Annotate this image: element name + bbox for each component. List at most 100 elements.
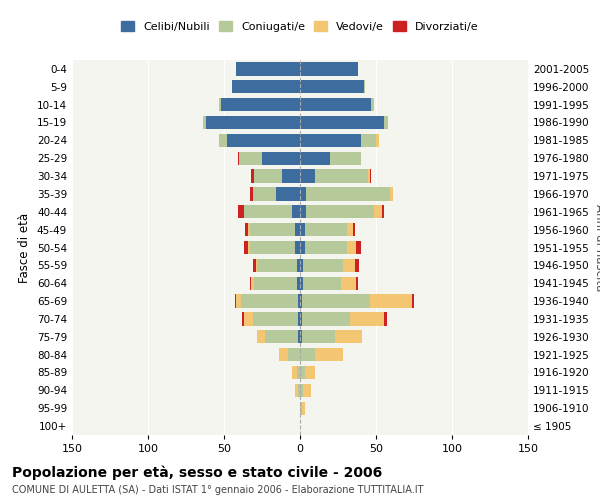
Bar (300, 116, 383, 129)
Bar (305, 366, 315, 379)
Bar (300, 80, 364, 94)
Bar (389, 187, 393, 200)
Bar (355, 258, 359, 272)
Bar (275, 187, 300, 200)
Bar (295, 241, 300, 254)
Bar (302, 312, 350, 326)
Bar (368, 170, 370, 183)
Bar (206, 116, 300, 129)
Bar (305, 223, 347, 236)
Bar (315, 170, 368, 183)
Bar (238, 205, 244, 218)
Bar (292, 366, 297, 379)
Bar (371, 98, 374, 112)
Bar (250, 276, 251, 290)
Bar (376, 134, 379, 147)
Bar (300, 187, 306, 200)
Bar (248, 241, 250, 254)
Bar (315, 348, 343, 362)
Bar (300, 170, 315, 183)
Bar (253, 312, 298, 326)
Bar (364, 80, 365, 94)
Bar (356, 276, 358, 290)
Bar (242, 312, 244, 326)
Y-axis label: Anni di nascita: Anni di nascita (593, 204, 600, 291)
Legend: Celibi/Nubili, Coniugati/e, Vedovi/e, Divorziati/e: Celibi/Nubili, Coniugati/e, Vedovi/e, Di… (117, 17, 483, 36)
Bar (265, 330, 298, 344)
Bar (236, 294, 241, 308)
Bar (297, 258, 300, 272)
Bar (300, 276, 303, 290)
Bar (382, 205, 383, 218)
Bar (300, 384, 303, 397)
Bar (295, 223, 300, 236)
Bar (251, 276, 254, 290)
Bar (412, 294, 414, 308)
Bar (300, 312, 302, 326)
Bar (306, 187, 389, 200)
Bar (248, 223, 250, 236)
Bar (220, 98, 221, 112)
Bar (331, 152, 361, 165)
Bar (244, 312, 253, 326)
Bar (300, 330, 302, 344)
Bar (251, 170, 254, 183)
Bar (361, 134, 376, 147)
Bar (335, 330, 362, 344)
Bar (245, 223, 248, 236)
Bar (238, 152, 239, 165)
Bar (298, 312, 300, 326)
Bar (302, 294, 370, 308)
Bar (236, 62, 300, 76)
Bar (254, 170, 282, 183)
Bar (298, 294, 300, 308)
Bar (302, 402, 305, 415)
Bar (257, 258, 297, 272)
Text: Popolazione per età, sesso e stato civile - 2006: Popolazione per età, sesso e stato civil… (12, 465, 382, 479)
Text: COMUNE DI AULETTA (SA) - Dati ISTAT 1° gennaio 2006 - Elaborazione TUTTITALIA.IT: COMUNE DI AULETTA (SA) - Dati ISTAT 1° g… (12, 485, 424, 495)
Bar (341, 276, 356, 290)
Bar (262, 152, 300, 165)
Bar (303, 276, 341, 290)
Bar (353, 223, 355, 236)
Bar (300, 402, 302, 415)
Bar (300, 348, 315, 362)
Bar (244, 205, 292, 218)
Bar (279, 348, 288, 362)
Bar (343, 258, 355, 272)
Bar (370, 294, 412, 308)
Bar (383, 116, 388, 129)
Bar (295, 384, 298, 397)
Bar (356, 241, 361, 254)
Bar (300, 62, 358, 76)
Bar (282, 170, 300, 183)
Bar (298, 384, 300, 397)
Bar (347, 223, 353, 236)
Bar (250, 241, 295, 254)
Bar (300, 98, 371, 112)
Bar (350, 312, 383, 326)
Bar (253, 187, 275, 200)
Bar (347, 241, 356, 254)
Bar (298, 330, 300, 344)
Bar (305, 241, 347, 254)
Bar (303, 384, 311, 397)
Bar (203, 116, 206, 129)
Bar (306, 205, 374, 218)
Bar (227, 134, 300, 147)
Bar (232, 80, 300, 94)
Bar (257, 330, 265, 344)
Y-axis label: Fasce di età: Fasce di età (19, 212, 31, 282)
Bar (221, 98, 300, 112)
Bar (300, 223, 305, 236)
Bar (256, 258, 257, 272)
Bar (297, 276, 300, 290)
Bar (244, 241, 248, 254)
Bar (302, 330, 335, 344)
Bar (288, 348, 300, 362)
Bar (300, 366, 305, 379)
Bar (300, 241, 305, 254)
Bar (300, 294, 302, 308)
Bar (370, 170, 371, 183)
Bar (303, 258, 343, 272)
